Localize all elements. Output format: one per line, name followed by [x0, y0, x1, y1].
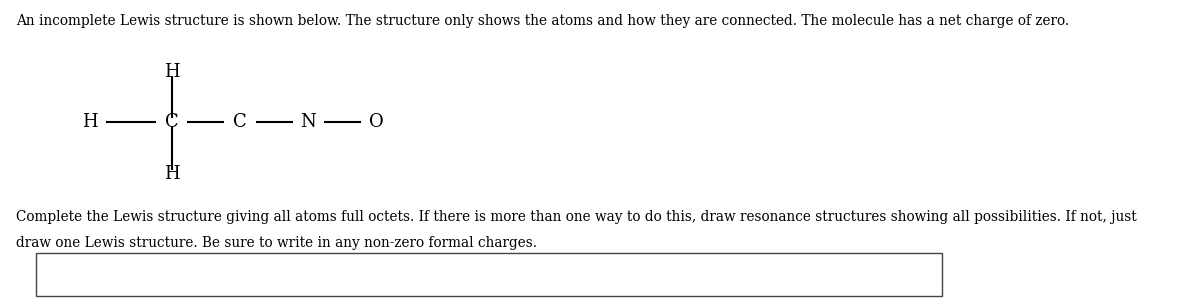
Text: H: H [163, 165, 180, 183]
Text: draw one Lewis structure. Be sure to write in any non-zero formal charges.: draw one Lewis structure. Be sure to wri… [16, 236, 536, 250]
Text: C: C [233, 113, 247, 131]
Text: H: H [82, 113, 98, 131]
Text: H: H [163, 63, 180, 81]
Bar [36, 253, 942, 296]
Text: Complete the Lewis structure giving all atoms full octets. If there is more than: Complete the Lewis structure giving all … [16, 210, 1136, 224]
Text: N: N [300, 113, 317, 131]
Text: An incomplete Lewis structure is shown below. The structure only shows the atoms: An incomplete Lewis structure is shown b… [16, 14, 1069, 28]
Text: C: C [164, 113, 179, 131]
Text: O: O [370, 113, 384, 131]
